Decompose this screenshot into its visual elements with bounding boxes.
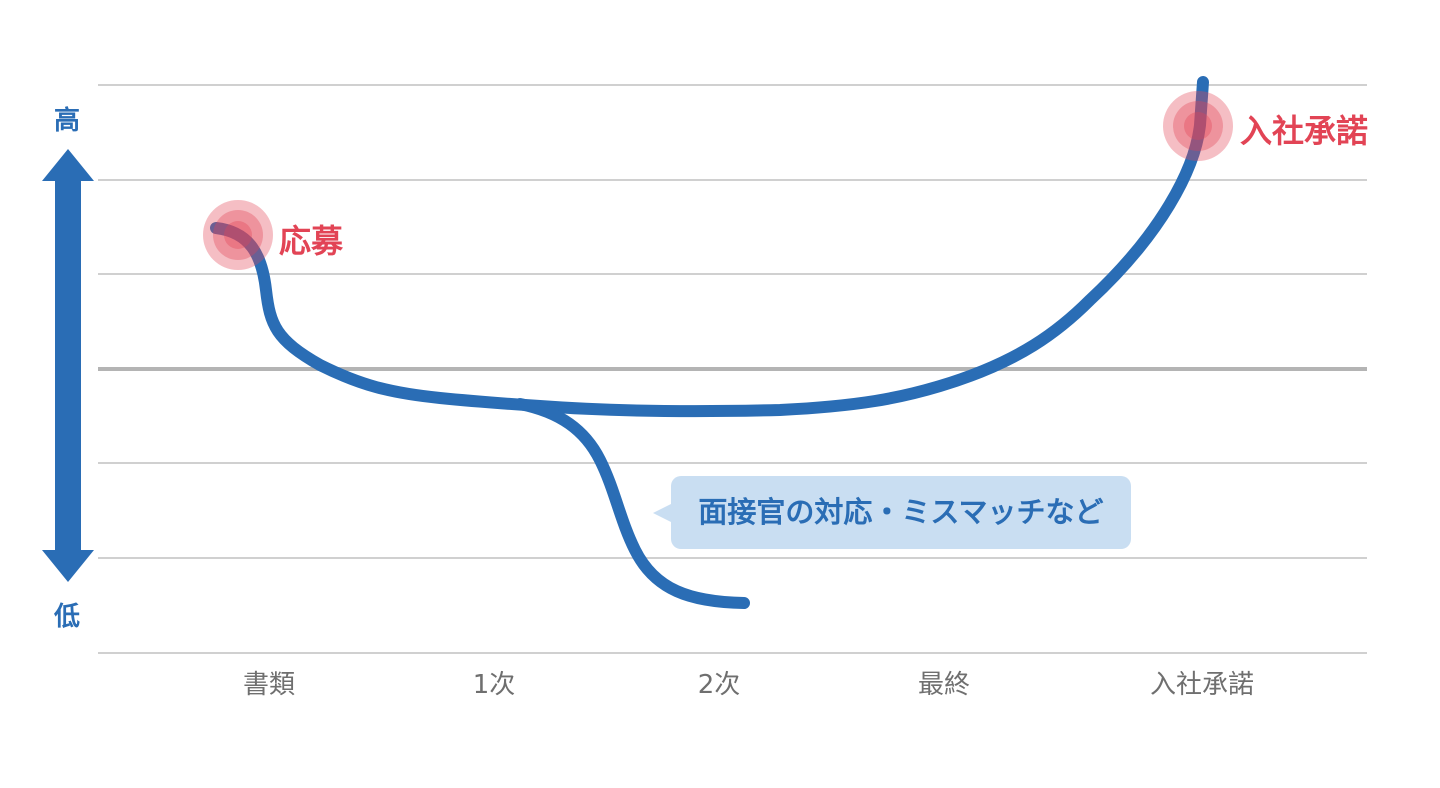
y-axis-high-label: 高: [53, 106, 80, 136]
start-marker-icon: [203, 200, 273, 270]
x-tick-label: 最終: [917, 670, 970, 700]
x-tick-label: 入社承諾: [1149, 670, 1254, 700]
gridlines: [98, 84, 1367, 654]
main-curve: [210, 76, 1209, 418]
x-tick-label: 1次: [472, 670, 516, 700]
dropout-branch-curve: [514, 398, 750, 609]
end-marker-icon: [1163, 91, 1233, 161]
dropout-callout: 面接官の対応・ミスマッチなど: [653, 476, 1131, 549]
high-low-arrow-icon: [42, 149, 94, 582]
start-marker-label: 応募: [279, 222, 344, 260]
end-marker-label: 入社承諾: [1240, 112, 1369, 150]
y-axis-low-label: 低: [53, 602, 80, 632]
x-tick-label: 2次: [697, 670, 741, 700]
x-tick-label: 書類: [242, 670, 295, 700]
